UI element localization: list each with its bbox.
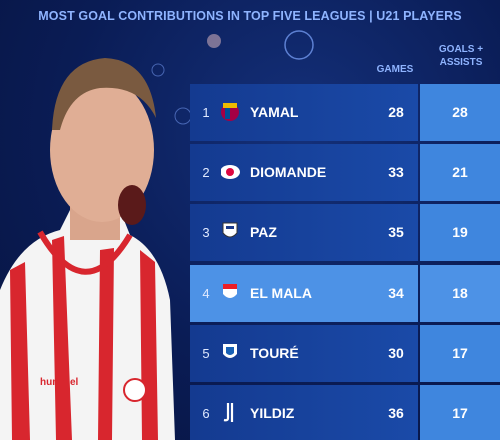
- player-name: PAZ: [250, 224, 277, 241]
- goals-assists: 28: [452, 104, 468, 120]
- club-badge: [221, 165, 240, 180]
- goals-assists: 17: [452, 344, 468, 361]
- column-header: GOALS + ASSISTS: [438, 44, 484, 68]
- table-row: 2 DIOMANDE 33 21: [190, 144, 500, 202]
- row-highlight-column: [420, 324, 500, 382]
- table-row: 5 TOURÉ 30 17: [190, 324, 500, 382]
- games: 33: [388, 164, 404, 181]
- table-row: 4 EL MALA 34 18: [190, 264, 500, 322]
- rank: 4: [202, 285, 210, 301]
- row-highlight-column: [420, 84, 500, 141]
- player-name: YAMAL: [250, 104, 299, 120]
- row-highlight-column: [420, 385, 500, 440]
- rank: 1: [202, 105, 210, 120]
- rank: 3: [202, 225, 210, 241]
- player-name: TOURÉ: [250, 344, 299, 361]
- games: 35: [388, 224, 404, 241]
- games: 28: [388, 104, 404, 120]
- goals-assists: 18: [452, 284, 468, 301]
- rank: 2: [202, 165, 210, 181]
- svg-text:hummel: hummel: [40, 377, 79, 388]
- row-highlight-column: [420, 204, 500, 262]
- club-badge: [223, 403, 234, 422]
- player-name: DIOMANDE: [250, 164, 327, 181]
- goals-assists: 19: [452, 224, 468, 241]
- games: 30: [388, 344, 404, 361]
- games: 36: [388, 405, 404, 421]
- table-row: 6 YILDIZ 36 17: [190, 385, 500, 440]
- player-name: EL MALA: [250, 284, 312, 301]
- title: MOST GOAL CONTRIBUTIONS IN TOP FIVE LEAG…: [38, 9, 462, 23]
- player-name: YILDIZ: [250, 405, 295, 421]
- table-row: 3 PAZ 35 19: [190, 204, 500, 262]
- table-row: 1 YAMAL 28 28: [190, 84, 500, 141]
- club-badge: [223, 283, 237, 298]
- row-highlight-column: [420, 144, 500, 202]
- goals-assists: 17: [452, 405, 468, 421]
- club-badge: [221, 103, 239, 121]
- rank: 5: [202, 345, 210, 361]
- column-header: GAMES: [376, 64, 414, 75]
- player-photo: hummel: [0, 58, 175, 440]
- goals-assists: 21: [452, 164, 468, 181]
- club-badge: [222, 222, 238, 238]
- rank: 6: [202, 406, 210, 421]
- row-highlight-column: [420, 264, 500, 322]
- club-badge: [223, 343, 237, 358]
- games: 34: [388, 284, 404, 301]
